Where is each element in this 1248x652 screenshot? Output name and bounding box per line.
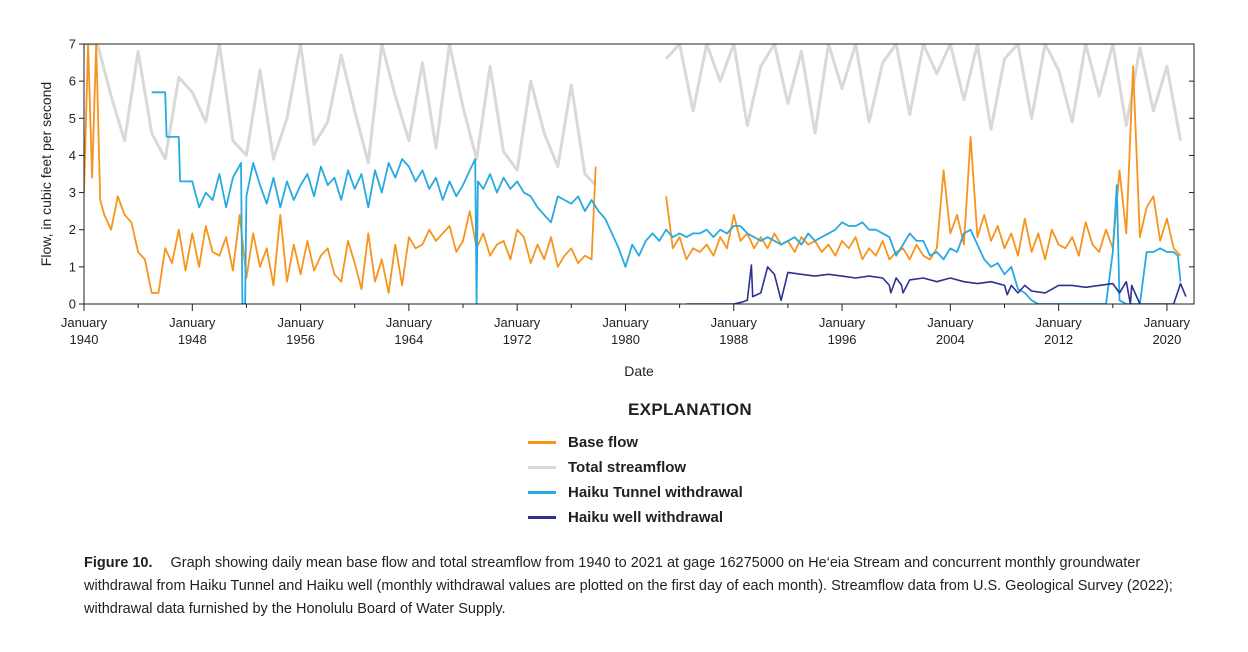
legend-title: EXPLANATION: [628, 400, 752, 419]
x-tick-label-year: 2012: [1044, 332, 1073, 347]
legend: EXPLANATION Base flow Total streamflow H…: [520, 400, 860, 530]
y-tick-label: 1: [69, 259, 76, 274]
x-tick-label-month: January: [494, 315, 541, 330]
series-line-total-streamflow-2: [664, 44, 1182, 141]
x-tick-label-year: 1980: [611, 332, 640, 347]
x-axis: January 1940 January 1948 January 1956 January…: [61, 304, 1191, 347]
legend-label: Haiku Tunnel withdrawal: [568, 484, 743, 501]
legend-label: Base flow: [568, 434, 639, 451]
x-tick-label-year: 1972: [503, 332, 532, 347]
series-line-total-streamflow-1: [84, 44, 597, 187]
legend-label: Total streamflow: [568, 459, 687, 476]
x-tick-label-year: 1996: [828, 332, 857, 347]
x-tick-label-month: January: [927, 315, 974, 330]
x-tick-label-year: 2004: [936, 332, 965, 347]
x-tick-label-month: January: [602, 315, 649, 330]
x-tick-label-year: 1988: [719, 332, 748, 347]
series-line-haiku-tunnel-withdrawal-1: [151, 91, 1182, 304]
y-tick-label: 0: [69, 297, 76, 312]
x-tick-label-month: January: [386, 315, 433, 330]
y-axis: 0 1 2 3 4 5 6 7: [69, 37, 1194, 312]
x-tick-label-month: January: [1144, 315, 1191, 330]
legend-label: Haiku well withdrawal: [568, 509, 724, 526]
legend-swatch-haiku-well: [528, 516, 556, 519]
legend-item-total-streamflow: Total streamflow: [528, 455, 860, 480]
y-axis-title: Flow, in cubic feet per second: [38, 82, 54, 266]
series-layer: [84, 44, 1187, 304]
series-haiku-well-withdrawal: [686, 264, 1187, 304]
y-tick-label: 7: [69, 37, 76, 52]
x-tick-label-month: January: [819, 315, 866, 330]
y-tick-label: 2: [69, 222, 76, 237]
y-tick-label: 3: [69, 185, 76, 200]
x-tick-label-year: 2020: [1152, 332, 1181, 347]
x-tick-label-year: 1940: [70, 332, 99, 347]
y-tick-label: 4: [69, 148, 76, 163]
y-tick-label: 5: [69, 111, 76, 126]
series-haiku-tunnel-withdrawal: [151, 91, 1182, 304]
series-total-streamflow: [84, 44, 1182, 187]
x-tick-label-year: 1956: [286, 332, 315, 347]
x-tick-label-month: January: [1036, 315, 1083, 330]
flow-chart: 0 1 2 3 4 5 6 7 January 1940 January 1948 January 19…: [38, 37, 1195, 379]
x-tick-label-year: 1948: [178, 332, 207, 347]
legend-item-haiku-tunnel: Haiku Tunnel withdrawal: [528, 480, 860, 505]
caption-text: Graph showing daily mean base flow and t…: [84, 555, 1173, 617]
legend-swatch-base-flow: [528, 441, 556, 444]
legend-item-haiku-well: Haiku well withdrawal: [528, 505, 860, 530]
figure-caption: Figure 10. Graph showing daily mean base …: [84, 552, 1194, 621]
series-line-base-flow-2: [665, 65, 1182, 261]
plot-frame: [83, 43, 1195, 305]
x-axis-title: Date: [624, 363, 654, 379]
series-base-flow: [84, 44, 1182, 294]
series-line-haiku-well-withdrawal-1: [686, 264, 1187, 304]
x-tick-label-month: January: [277, 315, 324, 330]
legend-item-base-flow: Base flow: [528, 430, 860, 455]
x-tick-label-month: January: [711, 315, 758, 330]
legend-swatch-total-streamflow: [528, 466, 556, 469]
legend-swatch-haiku-tunnel: [528, 491, 556, 494]
caption-label: Figure 10.: [84, 555, 153, 571]
x-tick-label-year: 1964: [394, 332, 423, 347]
series-line-base-flow-1: [84, 44, 597, 294]
x-tick-label-month: January: [169, 315, 216, 330]
x-tick-label-month: January: [61, 315, 108, 330]
y-tick-label: 6: [69, 74, 76, 89]
